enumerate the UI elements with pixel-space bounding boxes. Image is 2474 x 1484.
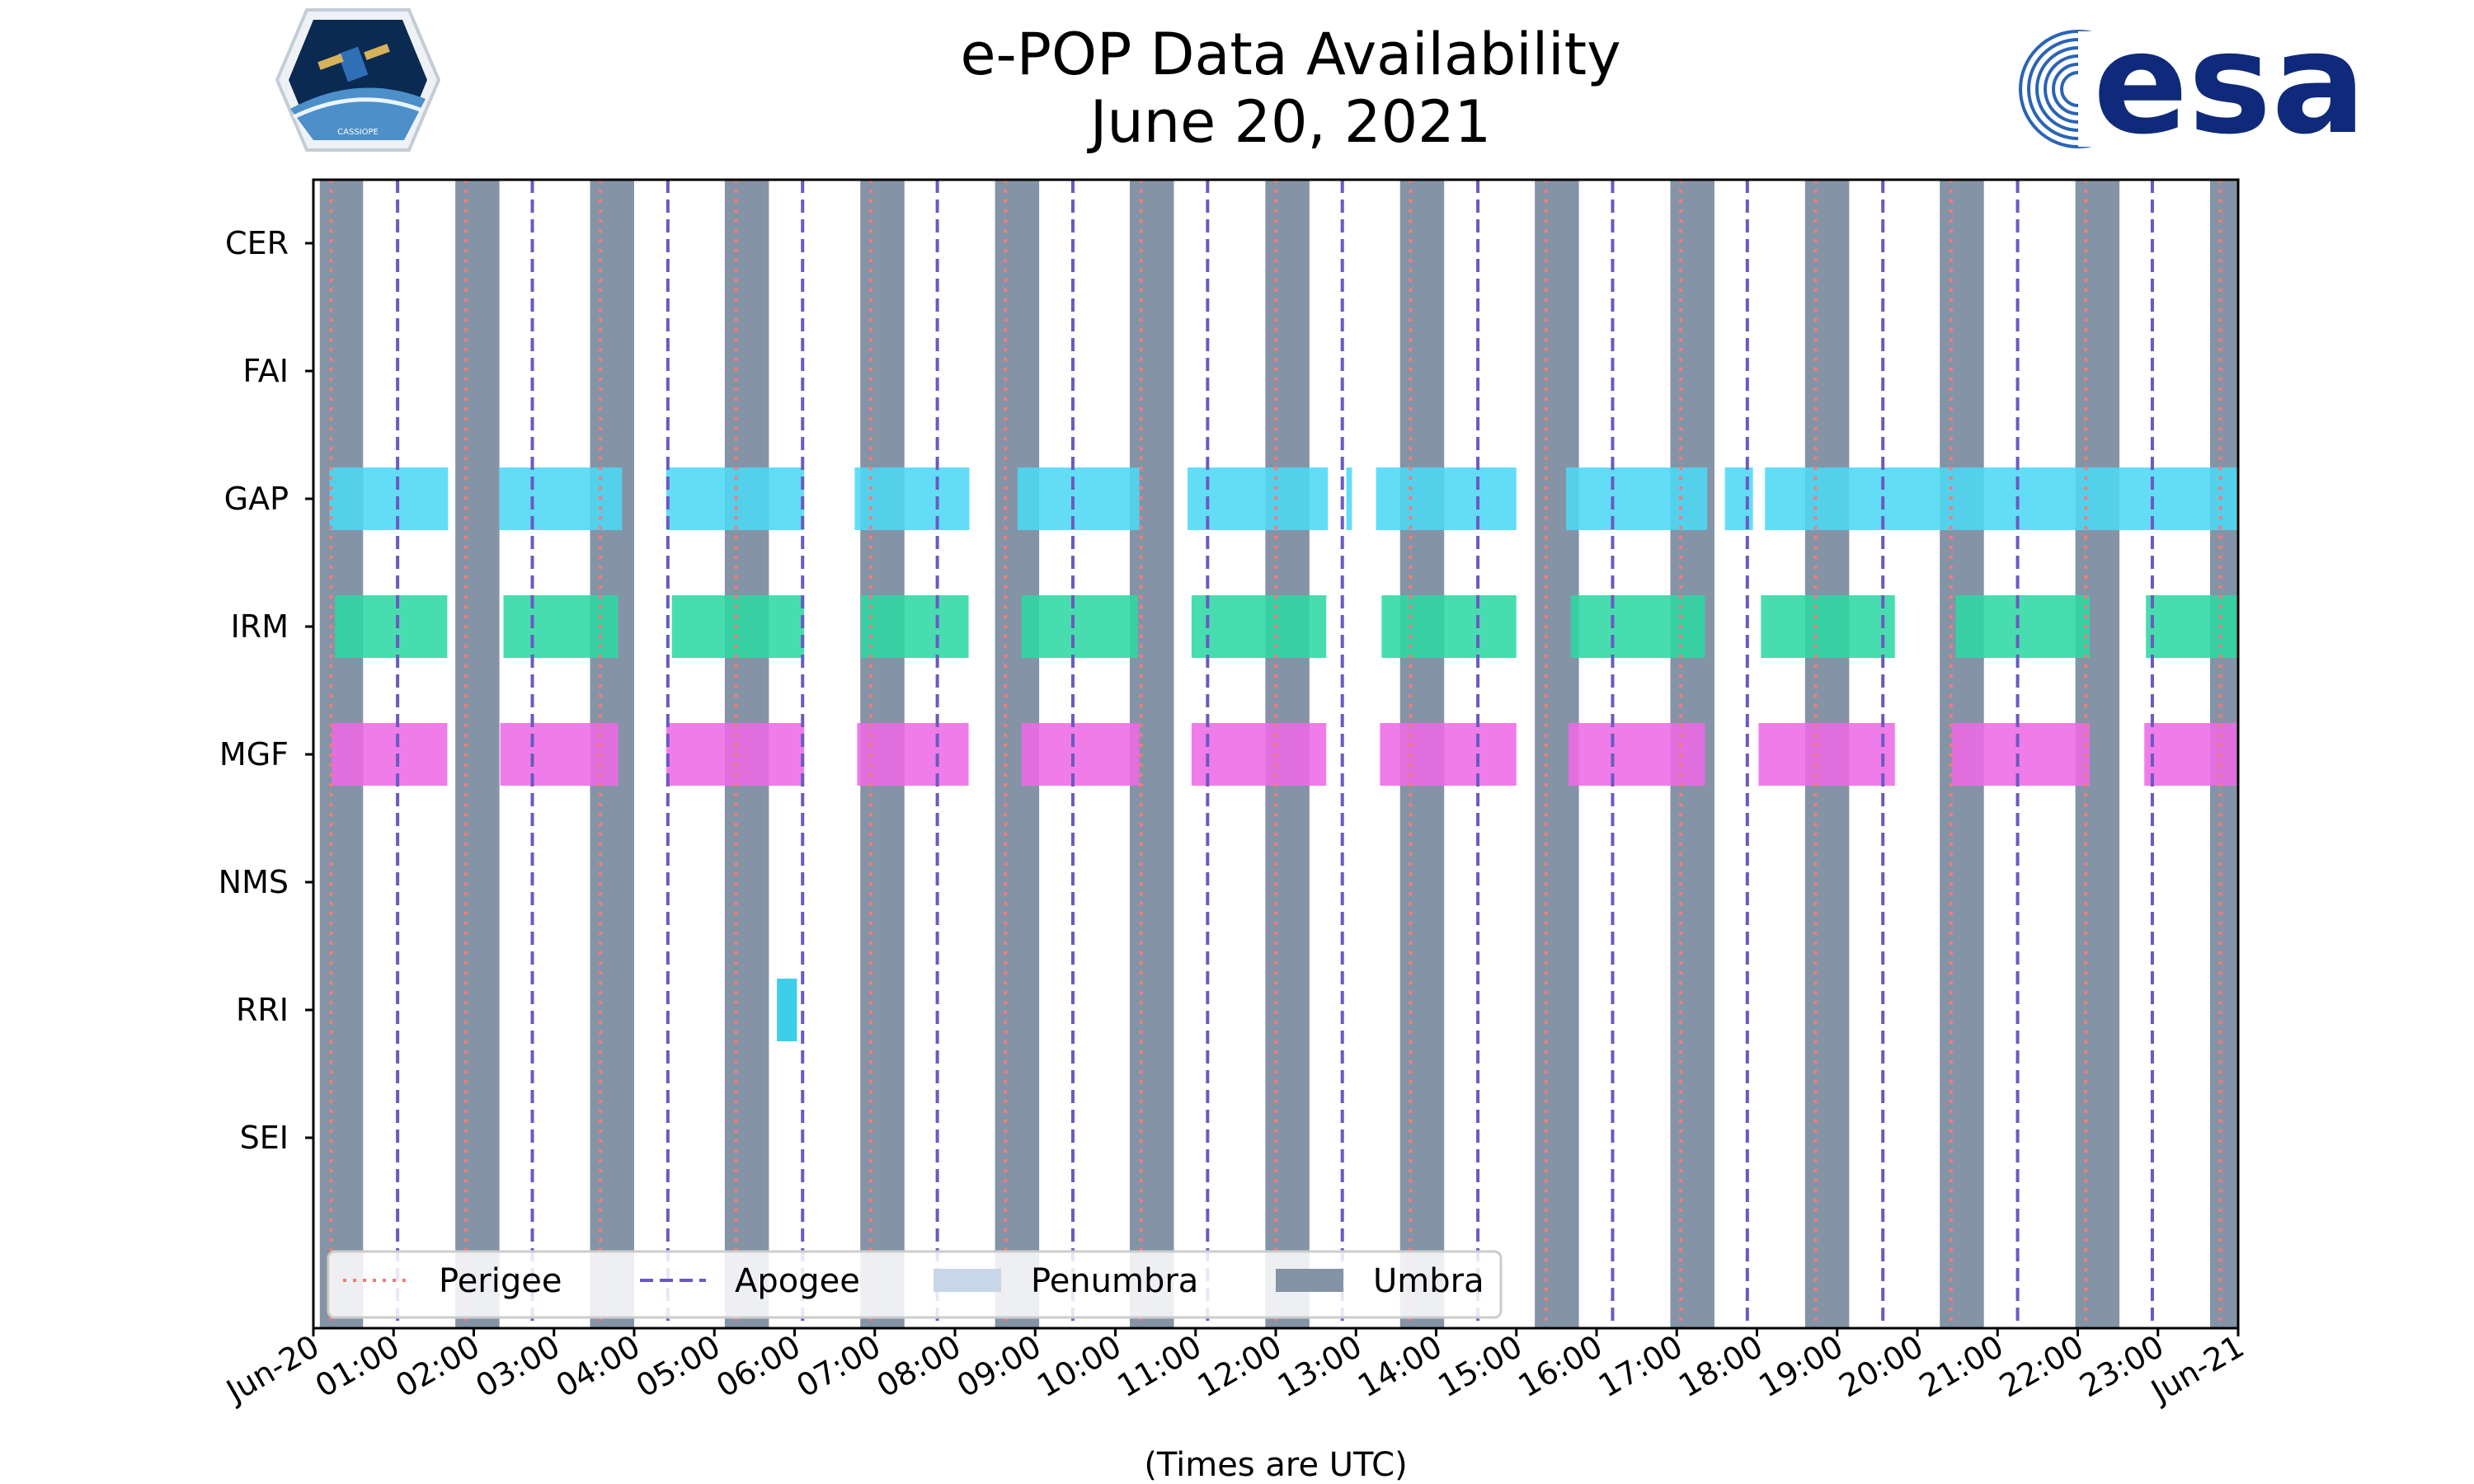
esa-logo-text: esa bbox=[2093, 2, 2366, 166]
availability-bars bbox=[329, 467, 2238, 1041]
x-axis-label: (Times are UTC) bbox=[1144, 1446, 1407, 1484]
x-tick-label-12: 12:00 bbox=[1192, 1328, 1288, 1405]
x-tick-label-19: 19:00 bbox=[1752, 1328, 1849, 1405]
bar-irm-7 bbox=[1570, 595, 1705, 658]
bar-irm-10 bbox=[2146, 595, 2238, 658]
bar-gap-5 bbox=[1188, 467, 1329, 530]
x-tick-label-10: 10:00 bbox=[1031, 1328, 1127, 1405]
y-tick-label-sei: SEI bbox=[240, 1120, 289, 1156]
bar-gap-8 bbox=[1566, 467, 1708, 530]
x-tick-label-7: 07:00 bbox=[790, 1328, 887, 1405]
legend-apogee-label: Apogee bbox=[735, 1262, 860, 1300]
bar-gap-4 bbox=[1017, 467, 1140, 530]
x-tick-label-13: 13:00 bbox=[1272, 1328, 1368, 1405]
umbra-band-1 bbox=[455, 180, 500, 1328]
chart-title: e-POP Data Availability bbox=[960, 21, 1620, 88]
cassiope-logo-text: CASSIOPE bbox=[337, 128, 379, 137]
esa-logo: esa bbox=[2019, 2, 2366, 166]
x-tick-label-1: 01:00 bbox=[309, 1328, 406, 1405]
legend-umbra-swatch bbox=[1276, 1269, 1343, 1292]
bar-mgf-9 bbox=[1951, 723, 2091, 786]
x-tick-label-21: 21:00 bbox=[1913, 1328, 2010, 1405]
legend-perigee-label: Perigee bbox=[439, 1262, 562, 1300]
y-tick-label-gap: GAP bbox=[224, 481, 289, 517]
bar-gap-7 bbox=[1376, 467, 1517, 530]
x-tick-label-16: 16:00 bbox=[1512, 1328, 1609, 1405]
legend-umbra-label: Umbra bbox=[1373, 1262, 1484, 1300]
legend-frame bbox=[327, 1250, 1503, 1319]
chart-subtitle: June 20, 2021 bbox=[1087, 88, 1491, 156]
y-axis: CER FAI GAP IRM MGF NMS RRI SEI bbox=[219, 225, 313, 1156]
bar-irm-6 bbox=[1381, 595, 1517, 658]
bar-mgf-3 bbox=[857, 723, 969, 786]
bar-gap-10 bbox=[1765, 467, 2238, 530]
bar-irm-5 bbox=[1191, 595, 1327, 658]
x-tick-label-6: 06:00 bbox=[710, 1328, 807, 1405]
x-tick-label-9: 09:00 bbox=[951, 1328, 1047, 1405]
bar-mgf-4 bbox=[1021, 723, 1140, 786]
y-tick-label-irm: IRM bbox=[231, 608, 289, 645]
x-tick-label-0: Jun-20 bbox=[219, 1328, 326, 1411]
bar-rri-0 bbox=[777, 979, 797, 1041]
x-tick-label-4: 04:00 bbox=[550, 1328, 647, 1405]
legend-penumbra-label: Penumbra bbox=[1031, 1262, 1198, 1300]
bar-mgf-8 bbox=[1758, 723, 1895, 786]
bar-mgf-10 bbox=[2144, 723, 2238, 786]
x-tick-label-20: 20:00 bbox=[1833, 1328, 1930, 1405]
x-tick-label-17: 17:00 bbox=[1592, 1328, 1689, 1405]
cassiope-logo: CASSIOPE bbox=[275, 8, 441, 152]
bar-gap-6 bbox=[1346, 467, 1352, 530]
x-tick-label-22: 22:00 bbox=[1993, 1328, 2090, 1405]
y-tick-label-rri: RRI bbox=[236, 992, 289, 1028]
bar-irm-3 bbox=[861, 595, 969, 658]
bar-irm-4 bbox=[1021, 595, 1138, 658]
bar-mgf-5 bbox=[1191, 723, 1327, 786]
bar-mgf-0 bbox=[332, 723, 448, 786]
orbit-lines bbox=[329, 180, 2222, 1328]
x-tick-label-18: 18:00 bbox=[1672, 1328, 1769, 1405]
bar-gap-0 bbox=[329, 467, 449, 530]
y-tick-label-nms: NMS bbox=[219, 864, 289, 900]
bar-irm-2 bbox=[671, 595, 805, 658]
x-axis: Jun-2001:0002:0003:0004:0005:0006:0007:0… bbox=[219, 1328, 2251, 1411]
x-tick-label-24: Jun-21 bbox=[2144, 1328, 2251, 1411]
bar-irm-8 bbox=[1761, 595, 1895, 658]
x-tick-label-3: 03:00 bbox=[469, 1328, 566, 1405]
bar-mgf-1 bbox=[500, 723, 618, 786]
legend-penumbra-swatch bbox=[934, 1269, 1001, 1292]
x-tick-label-11: 11:00 bbox=[1111, 1328, 1207, 1405]
y-tick-label-cer: CER bbox=[225, 225, 289, 261]
bar-irm-0 bbox=[335, 595, 448, 658]
bar-gap-1 bbox=[499, 467, 623, 530]
bar-irm-9 bbox=[1955, 595, 2091, 658]
y-tick-label-fai: FAI bbox=[242, 353, 289, 389]
legend: Perigee Apogee Penumbra Umbra bbox=[327, 1250, 1503, 1319]
bar-mgf-7 bbox=[1568, 723, 1705, 786]
x-tick-label-5: 05:00 bbox=[630, 1328, 727, 1405]
x-tick-label-8: 08:00 bbox=[871, 1328, 967, 1405]
y-tick-label-mgf: MGF bbox=[219, 736, 289, 773]
x-tick-label-15: 15:00 bbox=[1432, 1328, 1528, 1405]
bar-mgf-6 bbox=[1380, 723, 1517, 786]
x-tick-label-14: 14:00 bbox=[1352, 1328, 1448, 1405]
bar-gap-3 bbox=[854, 467, 970, 530]
x-tick-label-2: 02:00 bbox=[389, 1328, 486, 1405]
